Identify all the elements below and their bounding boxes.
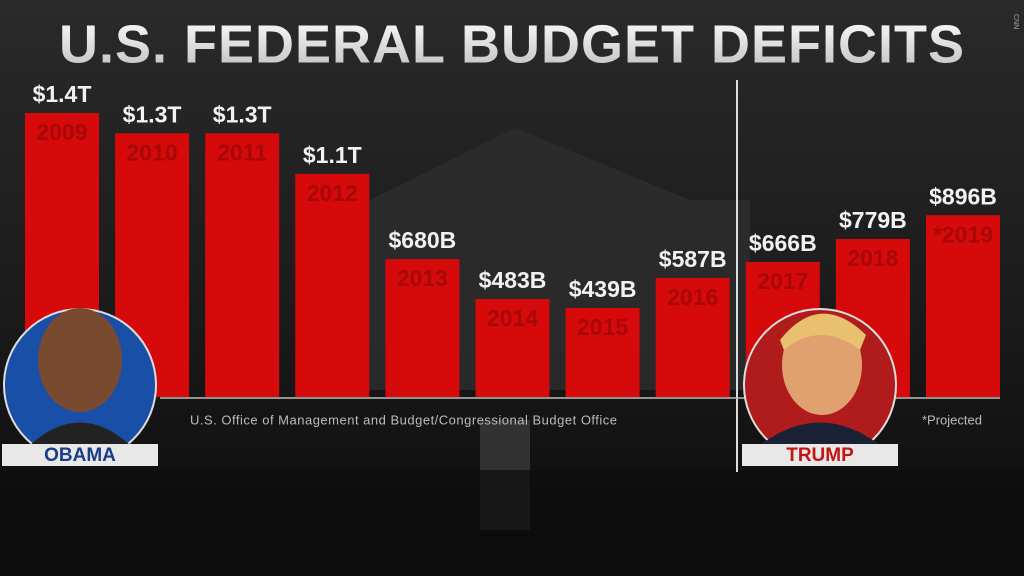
- value-label: $483B: [479, 267, 547, 293]
- value-label: $1.3T: [213, 101, 272, 127]
- category-label: *2019: [933, 221, 993, 247]
- left-name: OBAMA: [44, 445, 116, 466]
- category-label: 2014: [487, 305, 538, 331]
- value-label: $666B: [749, 230, 817, 256]
- bar: [295, 173, 370, 397]
- value-label: $896B: [929, 183, 997, 209]
- ground: [0, 470, 1024, 576]
- bar: [565, 307, 640, 397]
- category-label: 2016: [667, 284, 718, 310]
- value-label: $587B: [659, 246, 727, 272]
- bar: [205, 133, 280, 398]
- right-name: TRUMP: [786, 445, 854, 466]
- bar: [475, 299, 550, 397]
- watermark: CNN: [1012, 14, 1019, 29]
- value-label: $680B: [389, 227, 457, 253]
- source: U.S. Office of Management and Budget/Con…: [190, 412, 618, 427]
- value-label: $1.1T: [303, 142, 362, 168]
- bar: [385, 259, 460, 397]
- category-label: 2012: [307, 180, 358, 206]
- value-label: $439B: [569, 276, 637, 302]
- bar: [926, 215, 1000, 397]
- category-label: 2015: [577, 314, 628, 340]
- category-label: 2018: [847, 245, 898, 271]
- name-plate: [742, 444, 898, 466]
- trump-portrait: [743, 308, 897, 462]
- value-label: $779B: [839, 207, 907, 233]
- chart-title: U.S. FEDERAL BUDGET DEFICITS: [59, 14, 965, 74]
- name-plate: [2, 444, 158, 466]
- category-label: 2009: [36, 119, 87, 145]
- category-label: 2017: [757, 268, 808, 294]
- note: *Projected: [922, 412, 982, 427]
- category-label: 2011: [217, 139, 267, 165]
- value-label: $1.4T: [33, 81, 92, 107]
- category-label: 2010: [127, 139, 178, 165]
- bar: [655, 277, 730, 397]
- value-label: $1.3T: [123, 101, 182, 127]
- category-label: 2013: [397, 265, 448, 291]
- obama-portrait: [3, 308, 157, 462]
